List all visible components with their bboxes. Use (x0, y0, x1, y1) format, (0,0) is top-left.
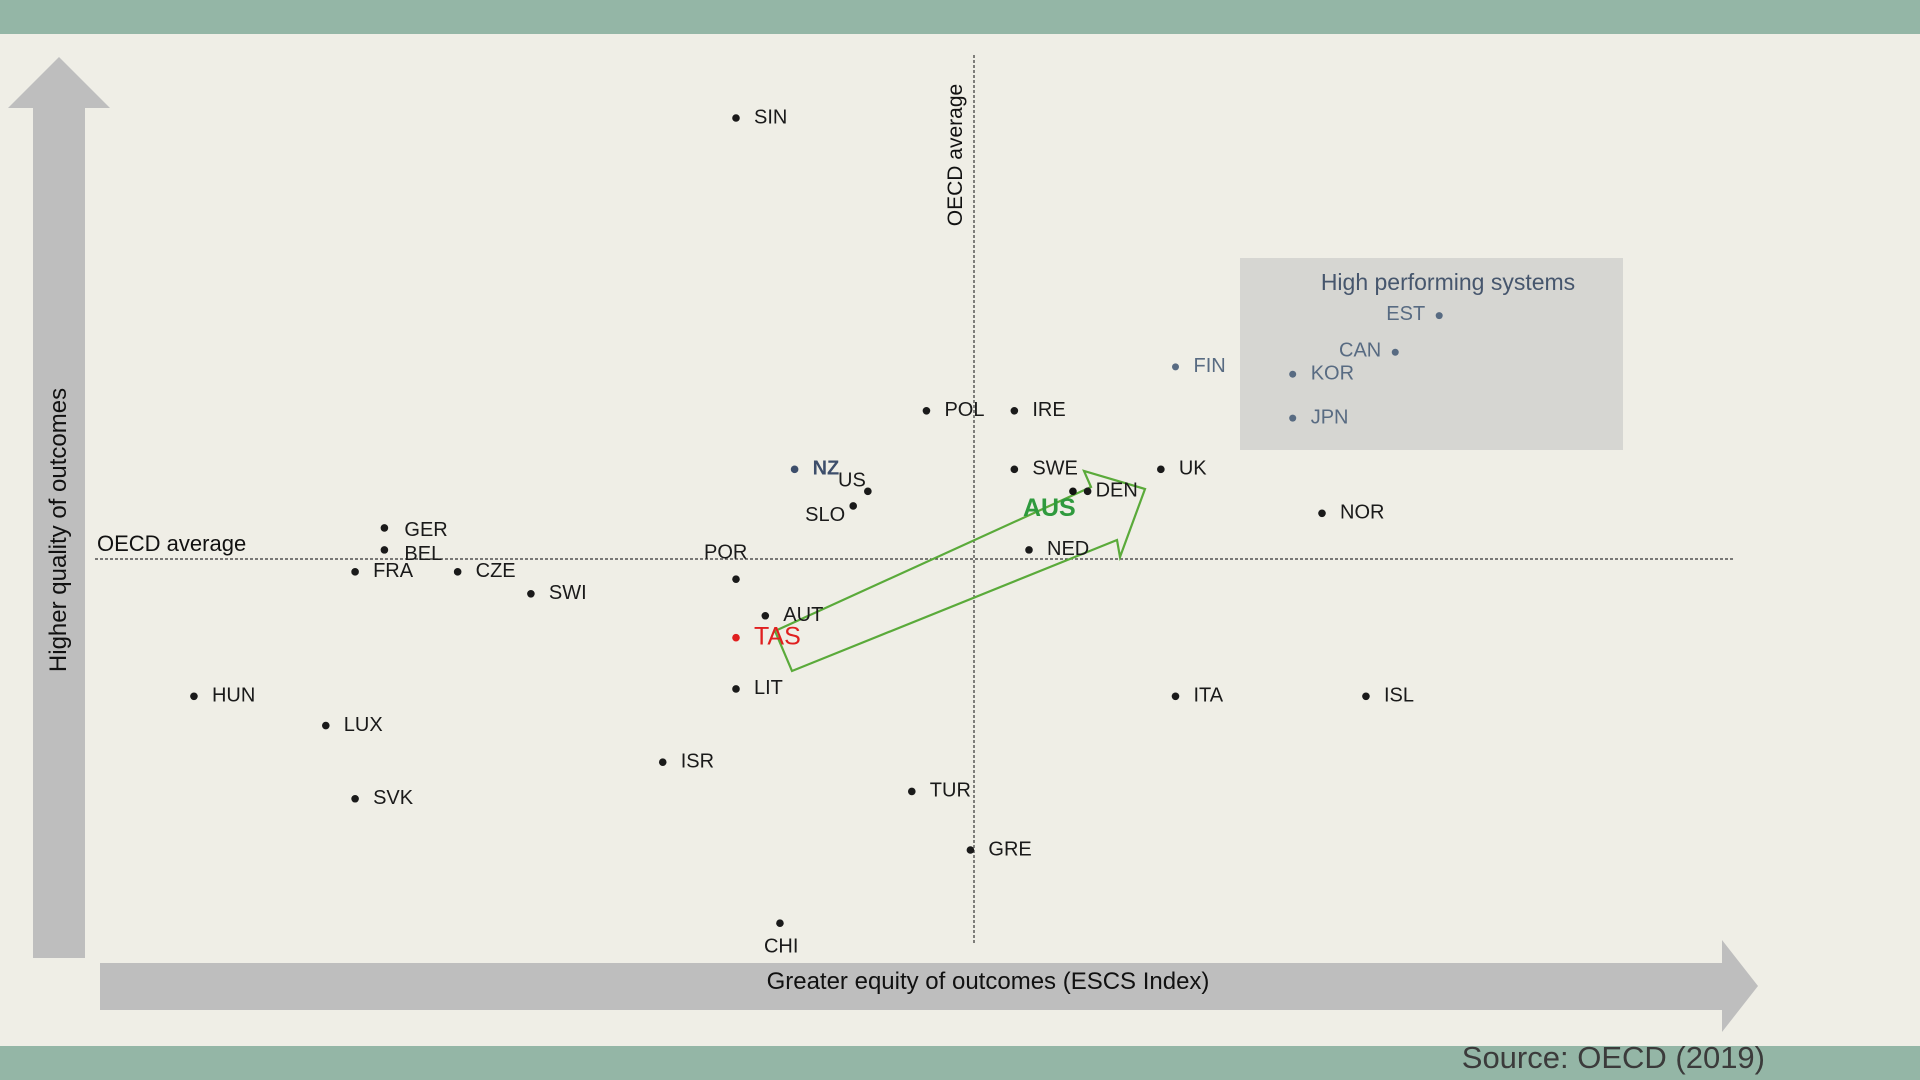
point-isr (658, 758, 667, 766)
point-isl (1362, 692, 1370, 701)
oecd-average-vertical-label: OECD average (944, 84, 967, 226)
source-note: Source: OECD (2019) (1461, 1040, 1765, 1075)
point-label-aut: AUT (783, 604, 823, 626)
point-sin (732, 114, 740, 122)
point-lit (732, 685, 740, 693)
point-ned (1025, 546, 1033, 554)
point-aut (761, 611, 770, 620)
point-bel (380, 546, 389, 554)
point-label-ger: GER (404, 519, 447, 541)
point-est (1435, 312, 1443, 320)
point-label-fra: FRA (373, 560, 414, 582)
point-label-nor: NOR (1340, 502, 1384, 524)
point-label-aus: AUS (1023, 494, 1076, 522)
point-swi (527, 590, 535, 598)
point-nor (1318, 509, 1326, 518)
point-label-cze: CZE (476, 560, 516, 582)
point-label-ire: IRE (1032, 399, 1065, 421)
point-label-fin: FIN (1194, 355, 1226, 377)
point-fra (351, 568, 359, 576)
y-axis-label: Higher quality of outcomes (45, 388, 72, 672)
point-label-swi: SWI (549, 582, 587, 604)
point-ire (1010, 407, 1019, 415)
high-performing-label: High performing systems (1321, 269, 1575, 295)
high-performing-box (1240, 258, 1623, 450)
point-cze (453, 568, 462, 576)
point-nz (790, 465, 799, 474)
point-fin (1172, 363, 1179, 371)
point-pol (922, 407, 931, 415)
point-label-ned: NED (1047, 538, 1089, 560)
y-axis-arrow (8, 57, 110, 958)
bottom-band (0, 1046, 1920, 1080)
point-label-est: EST (1386, 303, 1425, 325)
x-axis-label: Greater equity of outcomes (ESCS Index) (767, 968, 1210, 995)
point-jpn (1289, 414, 1297, 422)
point-label-swe: SWE (1032, 458, 1078, 480)
point-label-gre: GRE (988, 838, 1031, 860)
point-label-den: DEN (1096, 480, 1138, 502)
point-label-isr: ISR (681, 750, 714, 772)
point-hun (190, 692, 198, 701)
tas-to-aus-arrow (773, 469, 1147, 673)
top-band (0, 0, 1920, 34)
point-label-tur: TUR (930, 780, 971, 802)
point-gre (966, 846, 975, 854)
point-label-por: POR (704, 541, 747, 563)
point-ita (1171, 692, 1180, 701)
point-kor (1289, 370, 1297, 378)
point-label-chi: CHI (764, 935, 798, 957)
point-label-bel: BEL (404, 543, 442, 565)
point-swe (1010, 465, 1019, 474)
point-label-slo: SLO (805, 504, 845, 526)
point-den (1083, 487, 1092, 496)
point-label-isl: ISL (1384, 685, 1414, 707)
point-label-lit: LIT (754, 677, 783, 699)
point-label-svk: SVK (373, 787, 414, 809)
point-slo (849, 502, 857, 510)
point-ger (380, 524, 389, 532)
x-axis-arrow (100, 940, 1758, 1032)
point-label-nz: NZ (813, 458, 840, 480)
point-svk (351, 794, 359, 803)
point-label-us: US (838, 470, 866, 492)
point-label-lux: LUX (344, 714, 383, 736)
point-label-can: CAN (1339, 340, 1381, 362)
point-label-hun: HUN (212, 685, 255, 707)
point-us (864, 487, 872, 496)
point-can (1391, 348, 1399, 356)
point-label-jpn: JPN (1311, 406, 1349, 428)
point-uk (1157, 465, 1165, 474)
point-label-ita: ITA (1194, 685, 1224, 707)
point-por (732, 575, 740, 583)
point-label-pol: POL (944, 399, 984, 421)
point-label-tas: TAS (754, 622, 801, 650)
point-label-kor: KOR (1311, 362, 1354, 384)
point-tas (732, 633, 740, 642)
point-aus (1069, 487, 1077, 496)
point-tur (908, 787, 916, 796)
point-chi (776, 919, 784, 927)
oecd-average-horizontal-label: OECD average (97, 531, 246, 556)
point-label-sin: SIN (754, 106, 787, 128)
point-lux (322, 721, 330, 730)
point-label-uk: UK (1179, 458, 1207, 480)
